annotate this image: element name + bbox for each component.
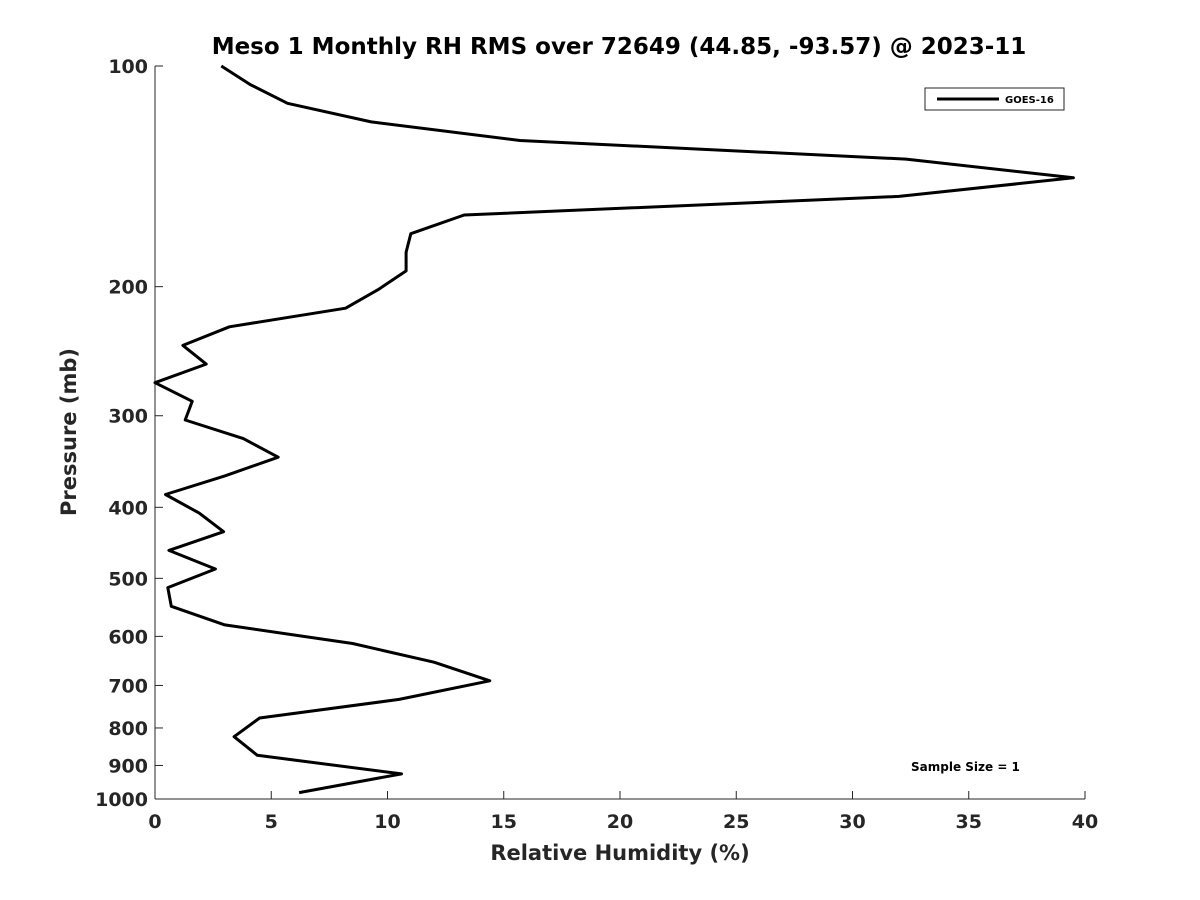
y-axis-ticks: 100 200 300 400 500 600 700 800 900 1000 — [95, 56, 163, 811]
legend: GOES-16 — [924, 87, 1065, 111]
y-tick-label-8: 900 — [108, 755, 148, 777]
y-tick-label-9: 1000 — [95, 789, 148, 811]
y-tick-label-7: 800 — [108, 718, 148, 740]
y-axis-label: Pressure (mb) — [57, 348, 81, 516]
y-tick-label-2: 300 — [108, 406, 148, 428]
x-tick-label-4: 20 — [607, 811, 633, 833]
series-line-0 — [153, 64, 1075, 795]
x-tick-label-8: 40 — [1072, 811, 1098, 833]
y-tick-label-5: 600 — [108, 626, 148, 648]
x-axis-label: Relative Humidity (%) — [490, 841, 749, 865]
y-tick-label-4: 500 — [108, 568, 148, 590]
x-tick-label-5: 25 — [723, 811, 749, 833]
x-axis-ticks: 0 5 10 15 20 25 30 35 40 — [148, 791, 1098, 833]
x-tick-label-0: 0 — [148, 811, 161, 833]
x-tick-label-2: 10 — [374, 811, 400, 833]
x-tick-label-1: 5 — [265, 811, 278, 833]
x-tick-label-6: 30 — [839, 811, 865, 833]
y-tick-label-1: 200 — [108, 277, 148, 299]
legend-entry-goes-16: GOES-16 — [1005, 95, 1054, 106]
y-tick-label-3: 400 — [108, 497, 148, 519]
x-tick-label-3: 15 — [491, 811, 517, 833]
sample-size-annotation: Sample Size = 1 — [911, 760, 1020, 774]
y-tick-label-0: 100 — [108, 56, 148, 78]
plot-area: 0 5 10 15 20 25 30 35 40 100 200 300 400 500 600 700 80… — [95, 56, 1098, 833]
y-tick-label-6: 700 — [108, 675, 148, 697]
chart-title: Meso 1 Monthly RH RMS over 72649 (44.85,… — [212, 34, 1027, 60]
x-tick-label-7: 35 — [956, 811, 982, 833]
series-layer — [153, 64, 1075, 795]
